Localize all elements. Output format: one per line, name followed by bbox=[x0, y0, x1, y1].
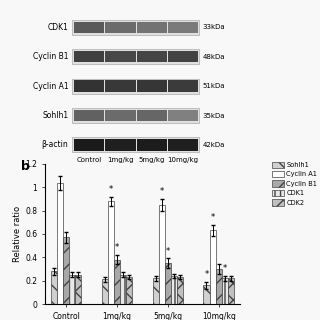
Bar bbox=[120, 275, 126, 304]
Bar bbox=[72, 20, 199, 35]
Bar bbox=[75, 275, 81, 304]
Text: b: b bbox=[21, 160, 30, 173]
Bar bbox=[210, 230, 216, 304]
Text: 10mg/kg: 10mg/kg bbox=[167, 157, 198, 163]
Bar bbox=[126, 277, 132, 304]
Bar bbox=[137, 22, 167, 33]
Bar bbox=[72, 49, 199, 64]
Bar bbox=[105, 110, 136, 121]
Text: Control: Control bbox=[76, 157, 102, 163]
Bar bbox=[72, 138, 199, 152]
Bar bbox=[165, 263, 171, 304]
Text: 48kDa: 48kDa bbox=[203, 54, 225, 60]
Text: 42kDa: 42kDa bbox=[203, 142, 225, 148]
Bar bbox=[72, 79, 199, 94]
Bar bbox=[168, 110, 198, 121]
Bar bbox=[105, 22, 136, 33]
Text: 1mg/kg: 1mg/kg bbox=[107, 157, 134, 163]
Bar bbox=[74, 51, 104, 62]
Bar bbox=[108, 201, 114, 304]
Bar bbox=[168, 80, 198, 92]
Bar bbox=[228, 278, 234, 304]
Text: 33kDa: 33kDa bbox=[203, 24, 226, 30]
Text: *: * bbox=[115, 243, 119, 252]
Text: *: * bbox=[160, 187, 164, 196]
Bar bbox=[74, 22, 104, 33]
Bar bbox=[105, 139, 136, 151]
Bar bbox=[105, 51, 136, 62]
Text: *: * bbox=[211, 213, 215, 222]
Bar bbox=[51, 271, 57, 304]
Text: Cyclin B1: Cyclin B1 bbox=[33, 52, 68, 61]
Bar bbox=[216, 269, 222, 304]
Bar bbox=[74, 110, 104, 121]
Bar bbox=[114, 260, 120, 304]
Text: CDK1: CDK1 bbox=[47, 23, 68, 32]
Bar bbox=[153, 278, 159, 304]
Text: 51kDa: 51kDa bbox=[203, 83, 225, 89]
Text: β-actin: β-actin bbox=[42, 140, 68, 149]
Bar bbox=[159, 205, 165, 304]
Bar bbox=[137, 110, 167, 121]
Text: Cyclin A1: Cyclin A1 bbox=[33, 82, 68, 91]
Bar bbox=[168, 22, 198, 33]
Bar bbox=[63, 237, 69, 304]
Text: 35kDa: 35kDa bbox=[203, 113, 225, 118]
Bar bbox=[204, 285, 210, 304]
Text: *: * bbox=[109, 185, 113, 194]
Legend: Sohlh1, Cyclin A1, Cyclin B1, CDK1, CDK2: Sohlh1, Cyclin A1, Cyclin B1, CDK1, CDK2 bbox=[271, 160, 319, 207]
Bar bbox=[74, 139, 104, 151]
Bar bbox=[137, 80, 167, 92]
Bar bbox=[177, 277, 183, 304]
Bar bbox=[74, 80, 104, 92]
Bar bbox=[105, 80, 136, 92]
Bar bbox=[72, 108, 199, 123]
Bar bbox=[69, 275, 75, 304]
Bar bbox=[168, 51, 198, 62]
Bar bbox=[222, 278, 228, 304]
Bar bbox=[137, 51, 167, 62]
Bar bbox=[168, 139, 198, 151]
Bar bbox=[57, 183, 63, 304]
Bar bbox=[137, 139, 167, 151]
Text: Sohlh1: Sohlh1 bbox=[42, 111, 68, 120]
Text: 5mg/kg: 5mg/kg bbox=[139, 157, 165, 163]
Bar bbox=[171, 276, 177, 304]
Bar bbox=[102, 279, 108, 304]
Y-axis label: Relative ratio: Relative ratio bbox=[13, 206, 22, 262]
Text: *: * bbox=[204, 270, 209, 279]
Text: *: * bbox=[166, 246, 170, 256]
Text: *: * bbox=[223, 264, 227, 273]
